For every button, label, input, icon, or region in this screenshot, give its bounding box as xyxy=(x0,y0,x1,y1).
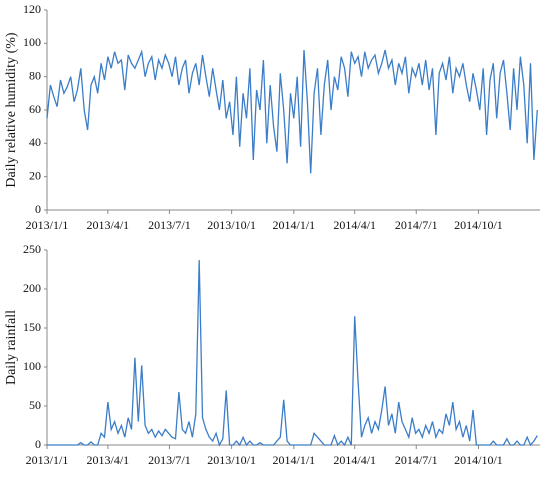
x-tick-label: 2013/4/1 xyxy=(87,218,130,232)
x-tick-label: 2014/7/1 xyxy=(395,218,438,232)
x-tick-label: 2014/4/1 xyxy=(333,218,376,232)
y-tick-label: 50 xyxy=(29,398,41,412)
y-tick-label: 150 xyxy=(23,320,41,334)
x-tick-label: 2013/10/1 xyxy=(207,218,256,232)
y-tick-label: 80 xyxy=(29,68,41,82)
y-tick-label: 200 xyxy=(23,281,41,295)
x-tick-label: 2013/7/1 xyxy=(148,453,191,467)
x-tick-label: 2014/1/1 xyxy=(273,453,316,467)
y-tick-label: 0 xyxy=(35,437,41,451)
y-axis-label: Daily rainfall xyxy=(4,310,19,385)
y-axis-label: Daily relative humidity (%) xyxy=(4,32,19,187)
y-tick-label: 0 xyxy=(35,202,41,216)
x-tick-label: 2014/10/1 xyxy=(454,218,503,232)
y-tick-label: 40 xyxy=(29,135,41,149)
y-tick-label: 120 xyxy=(23,2,41,16)
x-tick-label: 2013/7/1 xyxy=(148,218,191,232)
x-tick-label: 2013/4/1 xyxy=(87,453,130,467)
x-tick-label: 2013/1/1 xyxy=(26,218,69,232)
x-tick-label: 2014/10/1 xyxy=(454,453,503,467)
x-tick-label: 2013/1/1 xyxy=(26,453,69,467)
y-tick-label: 100 xyxy=(23,35,41,49)
x-tick-label: 2013/10/1 xyxy=(207,453,256,467)
y-tick-label: 250 xyxy=(23,242,41,256)
data-line xyxy=(47,260,538,447)
x-tick-label: 2014/7/1 xyxy=(395,453,438,467)
y-tick-label: 20 xyxy=(29,168,41,182)
data-line xyxy=(46,49,538,174)
x-tick-label: 2014/4/1 xyxy=(333,453,376,467)
x-tick-label: 2014/1/1 xyxy=(273,218,316,232)
y-tick-label: 60 xyxy=(29,102,41,116)
y-tick-label: 100 xyxy=(23,359,41,373)
